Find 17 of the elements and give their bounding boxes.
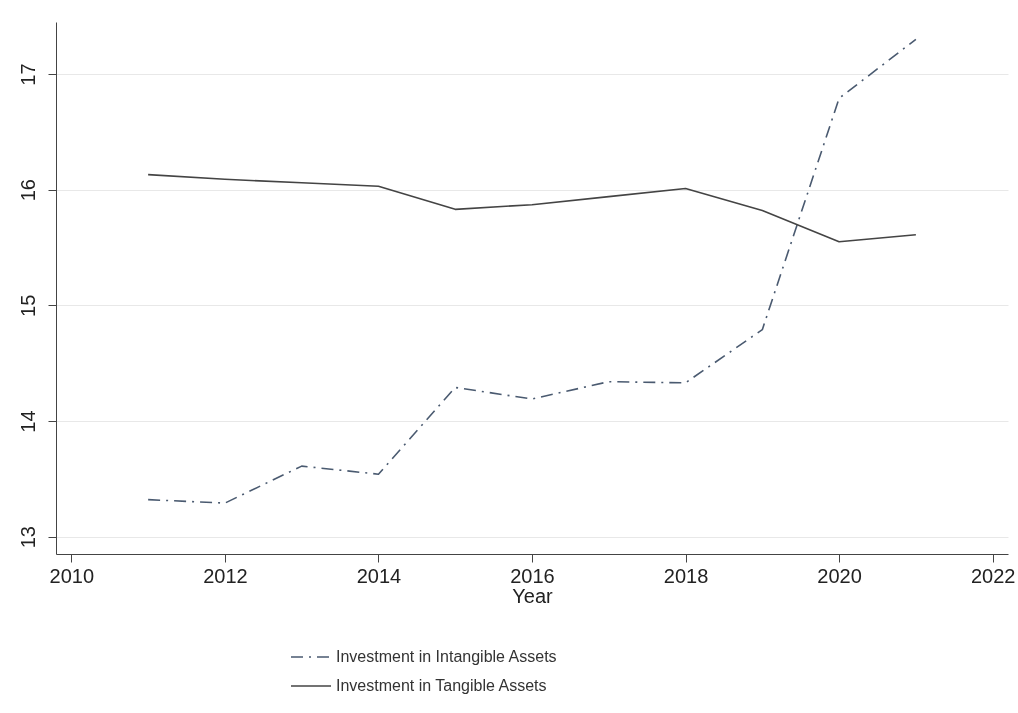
x-tick-label: 2012 <box>203 564 248 587</box>
line-series <box>147 38 917 504</box>
x-tick-label: 2010 <box>49 564 95 587</box>
x-axis-title: Year <box>512 584 554 607</box>
y-tick-label: 16 <box>16 179 39 202</box>
x-tick-label: 2020 <box>817 564 862 587</box>
x-tick-label: 2014 <box>356 564 402 587</box>
y-tick-label: 17 <box>16 63 39 86</box>
x-tick-label: 2022 <box>970 564 1016 587</box>
x-tick-label: 2016 <box>510 564 555 587</box>
legend-label: Investment in Intangible Assets <box>336 648 557 665</box>
x-tick-label: 2018 <box>663 564 709 587</box>
y-tick-label: 15 <box>16 294 39 317</box>
y-tick-label: 14 <box>16 410 39 433</box>
legend-label: Investment in Tangible Assets <box>336 677 547 694</box>
y-tick-label: 13 <box>16 526 39 549</box>
line-series <box>147 173 917 243</box>
